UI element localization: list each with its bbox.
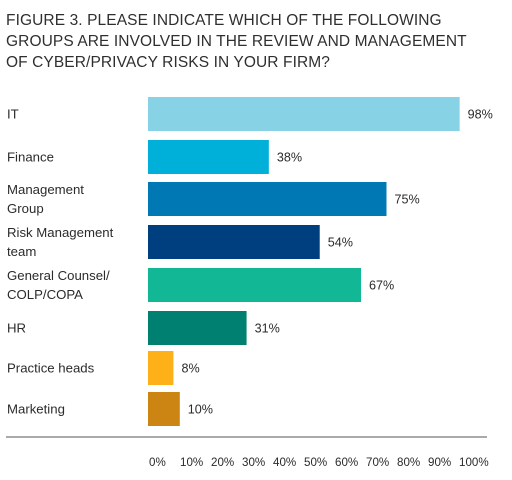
chart-title-line: FIGURE 3. PLEASE INDICATE WHICH OF THE F…	[6, 12, 442, 29]
category-label: Practice heads	[7, 361, 95, 376]
x-tick-label: 30%	[242, 456, 265, 469]
category-label: Risk Management	[7, 225, 114, 240]
x-tick-label: 0%	[149, 456, 166, 469]
value-label: 8%	[181, 362, 199, 376]
bar	[148, 182, 387, 216]
bar	[148, 311, 247, 345]
chart-title-line: GROUPS ARE INVOLVED IN THE REVIEW AND MA…	[6, 33, 467, 50]
category-label: team	[7, 244, 36, 259]
value-label: 98%	[468, 108, 493, 122]
x-tick-label: 60%	[335, 456, 358, 469]
value-label: 54%	[328, 236, 353, 250]
x-tick-label: 90%	[428, 456, 451, 469]
value-label: 31%	[255, 322, 280, 336]
chart-title: FIGURE 3. PLEASE INDICATE WHICH OF THE F…	[6, 10, 506, 73]
category-label: IT	[7, 107, 19, 122]
chart-title-line: OF CYBER/PRIVACY RISKS IN YOUR FIRM?	[6, 54, 330, 71]
category-label: Marketing	[7, 402, 65, 417]
bar	[148, 268, 362, 302]
category-label: General Counsel/	[7, 268, 110, 283]
x-tick-label: 100%	[459, 456, 489, 469]
bar	[148, 392, 180, 426]
x-tick-label: 40%	[273, 456, 296, 469]
x-tick-label: 20%	[211, 456, 234, 469]
bar	[148, 140, 269, 174]
category-label: HR	[7, 321, 26, 336]
category-label: Group	[7, 201, 44, 216]
value-label: 10%	[188, 403, 213, 417]
value-label: 67%	[369, 279, 394, 293]
category-label: Management	[7, 182, 84, 197]
bar	[148, 351, 174, 385]
x-tick-label: 70%	[366, 456, 389, 469]
bar	[148, 97, 460, 131]
x-tick-label: 50%	[304, 456, 327, 469]
category-label: COLP/COPA	[7, 287, 83, 302]
category-label: Finance	[7, 150, 54, 165]
x-tick-label: 10%	[180, 456, 203, 469]
value-label: 38%	[277, 151, 302, 165]
value-label: 75%	[395, 193, 420, 207]
x-tick-label: 80%	[397, 456, 420, 469]
bar	[148, 225, 320, 259]
